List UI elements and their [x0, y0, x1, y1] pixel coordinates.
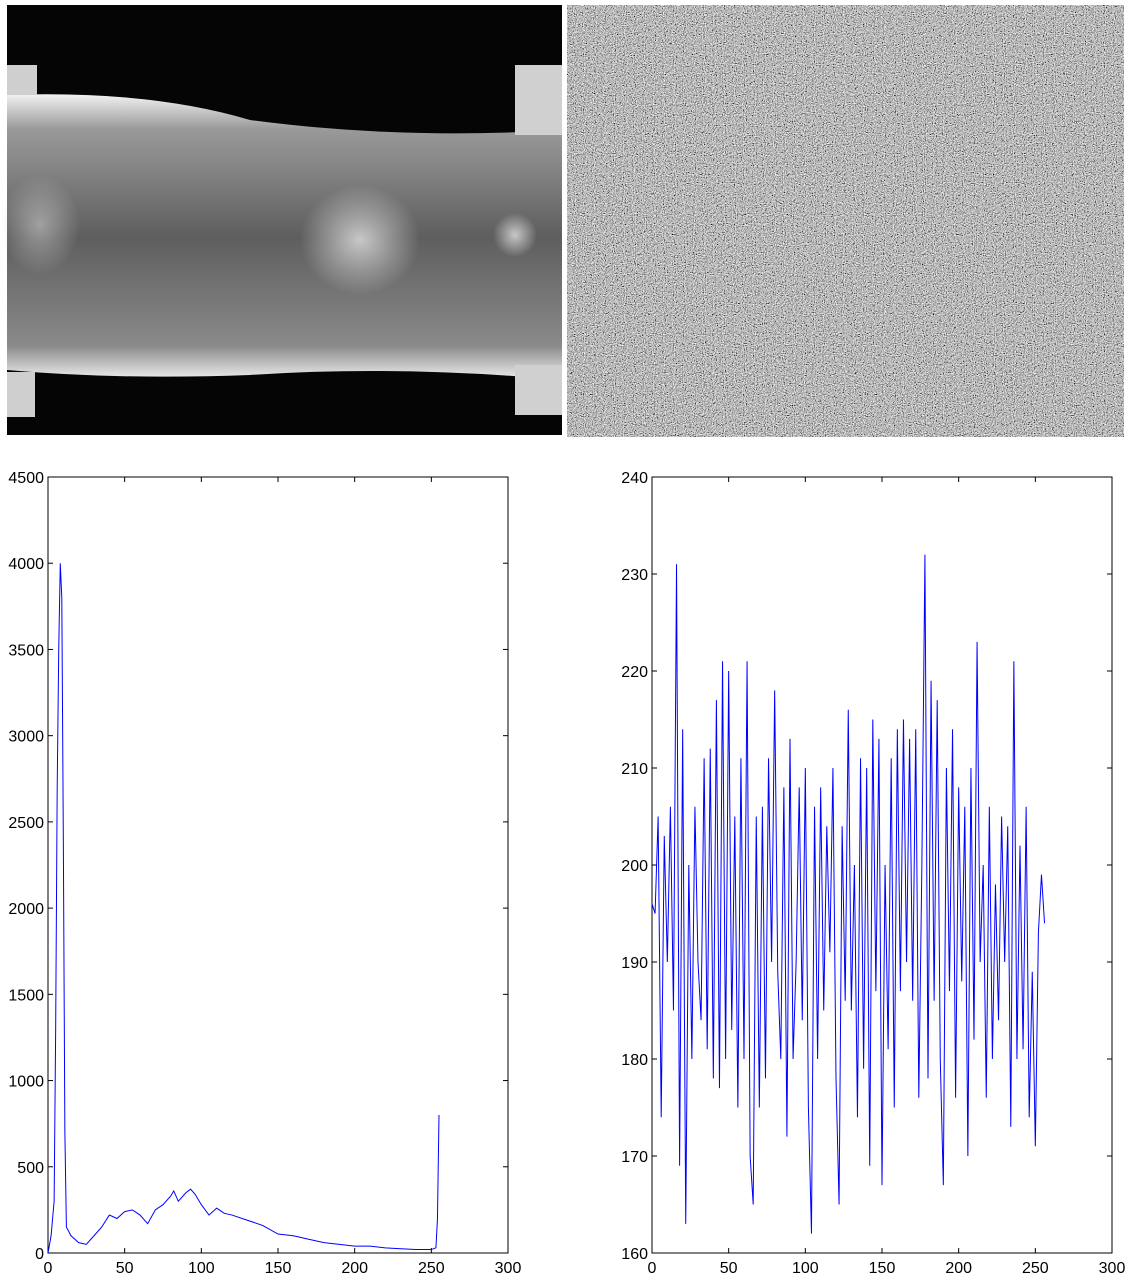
y-tick-label: 4500 [8, 470, 44, 487]
y-tick-label: 210 [621, 761, 648, 778]
y-tick-label: 200 [621, 858, 648, 875]
x-tick-label: 100 [188, 1260, 215, 1277]
y-tick-label: 160 [621, 1246, 648, 1263]
y-tick-label: 3000 [8, 729, 44, 746]
x-tick-label: 150 [265, 1260, 292, 1277]
plot-area [47, 476, 509, 1254]
x-tick-label: 250 [418, 1260, 445, 1277]
y-tick-label: 2500 [8, 815, 44, 832]
y-tick-label: 2000 [8, 901, 44, 918]
y-tick-label: 190 [621, 955, 648, 972]
x-tick-label: 50 [720, 1260, 738, 1277]
data-line [47, 563, 440, 1254]
y-tick-label: 500 [17, 1160, 44, 1177]
data-line [651, 554, 1046, 1234]
photo-original [0, 5, 562, 435]
x-tick-label: 300 [495, 1260, 522, 1277]
x-tick-label: 50 [116, 1260, 134, 1277]
x-tick-label: 150 [869, 1260, 896, 1277]
y-tick-label: 4000 [8, 556, 44, 573]
x-tick-label: 200 [341, 1260, 368, 1277]
x-tick-label: 200 [945, 1260, 972, 1277]
photo-encrypted [567, 5, 1124, 437]
y-tick-label: 3500 [8, 642, 44, 659]
y-tick-label: 180 [621, 1052, 648, 1069]
y-tick-label: 240 [621, 470, 648, 487]
x-tick-label: 0 [648, 1260, 657, 1277]
y-tick-label: 1500 [8, 987, 44, 1004]
x-tick-label: 300 [1099, 1260, 1126, 1277]
y-tick-label: 220 [621, 664, 648, 681]
y-tick-label: 1000 [8, 1074, 44, 1091]
y-tick-label: 0 [35, 1246, 44, 1263]
x-tick-label: 250 [1022, 1260, 1049, 1277]
x-tick-label: 100 [792, 1260, 819, 1277]
y-tick-label: 230 [621, 567, 648, 584]
x-tick-label: 0 [44, 1260, 53, 1277]
y-tick-label: 170 [621, 1149, 648, 1166]
